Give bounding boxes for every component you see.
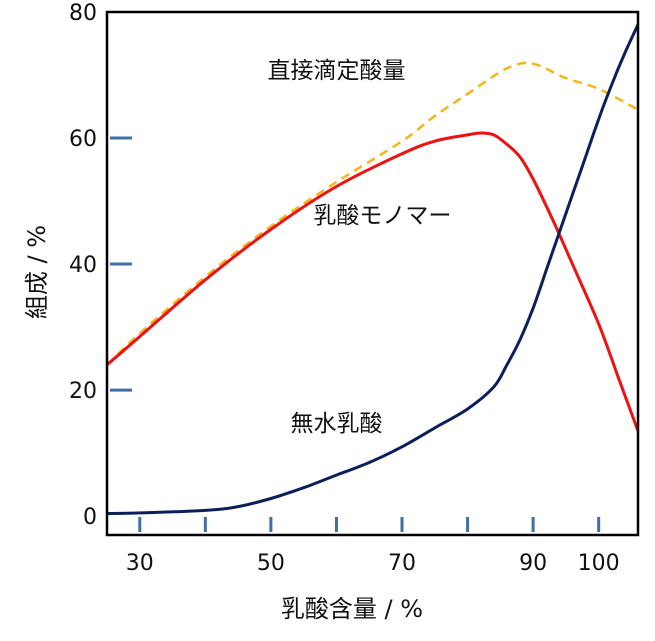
- y-tick-label-20: 20: [69, 379, 97, 404]
- series-annotation-2: 乳酸モノマー: [313, 203, 451, 229]
- x-tick-label-70: 70: [388, 551, 416, 576]
- plot-frame: [105, 10, 640, 537]
- series-line-1: [107, 61, 638, 366]
- y-tick-label-60: 60: [69, 127, 97, 152]
- series-layer: [107, 23, 638, 516]
- x-tick-label-30: 30: [126, 551, 154, 576]
- x-tick-label-90: 90: [519, 551, 547, 576]
- x-tick-label-100: 100: [578, 551, 620, 576]
- x-tick-label-50: 50: [257, 551, 285, 576]
- series-line-2: [107, 131, 638, 433]
- ticks-layer: 30 50 70 90 100 0 20 40 60 80: [69, 1, 620, 576]
- y-tick-label-0: 0: [83, 505, 97, 530]
- series-line-3: [107, 23, 638, 516]
- y-tick-label-80: 80: [69, 1, 97, 26]
- x-axis-title: 乳酸含量 / %: [281, 595, 423, 623]
- y-axis-title: 組成 / %: [23, 225, 51, 319]
- series-annotation-3: 無水乳酸: [290, 411, 382, 437]
- series-annotation-1: 直接滴定酸量: [267, 58, 405, 84]
- y-tick-label-40: 40: [69, 253, 97, 278]
